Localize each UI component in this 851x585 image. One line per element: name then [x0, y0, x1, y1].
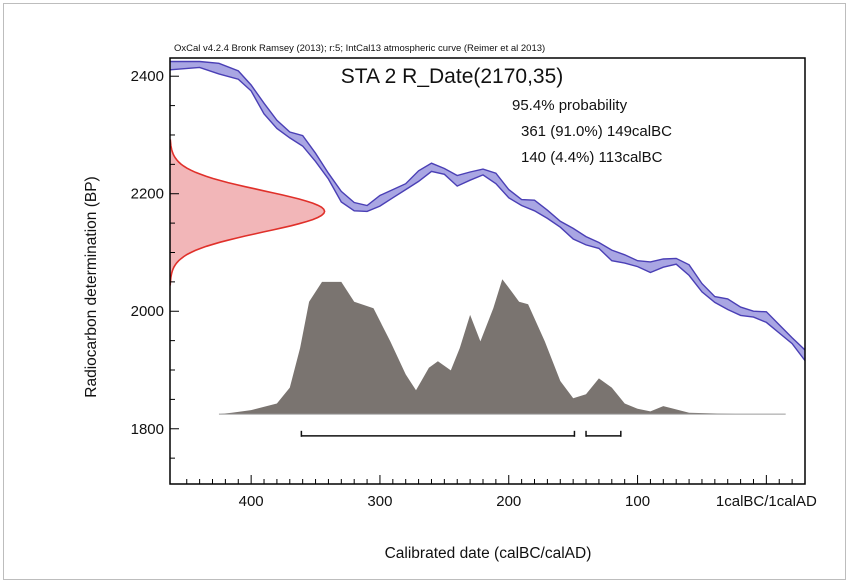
x-tick-label: 1calBC/1calAD — [716, 493, 817, 510]
axis-ticks: 400 300 200 100 1calBC/1calAD 2400 2200 2000 180… — [131, 68, 817, 510]
calibration-curve-lower — [170, 66, 805, 362]
radiocarbon-distribution-line — [170, 139, 326, 286]
y-tick-label: 2200 — [131, 186, 164, 203]
annotation-probability: 95.4% probability — [512, 97, 628, 114]
x-tick-label: 200 — [496, 493, 521, 510]
header-note: OxCal v4.2.4 Bronk Ramsey (2013); r:5; I… — [174, 43, 545, 54]
radiocarbon-distribution-fill — [170, 139, 325, 286]
calibration-curve-upper — [170, 60, 805, 351]
probability-range-2 — [585, 430, 622, 437]
y-tick-label: 2400 — [131, 68, 164, 85]
x-axis-label: Calibrated date (calBC/calAD) — [385, 545, 592, 562]
plot-content — [170, 60, 805, 437]
y-tick-label: 1800 — [131, 421, 164, 438]
x-tick-label: 400 — [239, 493, 264, 510]
figure-frame — [3, 3, 846, 580]
x-tick-label: 100 — [625, 493, 650, 510]
y-axis-label: Radiocarbon determination (BP) — [83, 176, 100, 397]
y-tick-label: 2000 — [131, 303, 164, 320]
probability-range-1 — [300, 430, 576, 437]
plot-border — [169, 57, 806, 485]
chart-title: STA 2 R_Date(2170,35) — [341, 65, 564, 88]
calibrated-distribution — [218, 279, 741, 415]
annotation-range-1: 361 (91.0%) 149calBC — [521, 123, 672, 140]
x-tick-label: 300 — [367, 493, 392, 510]
annotation-range-2: 140 (4.4%) 113calBC — [521, 149, 663, 166]
